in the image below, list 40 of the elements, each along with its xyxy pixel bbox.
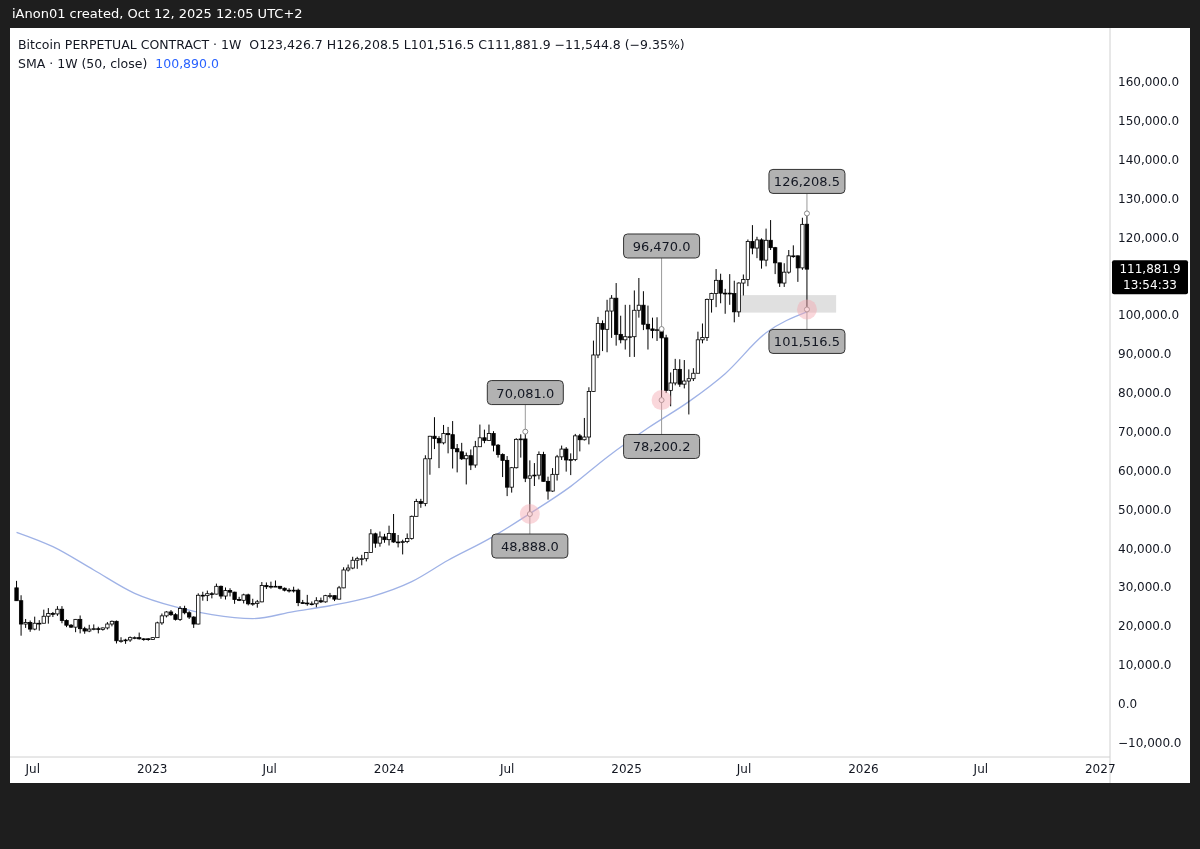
x-tick-label: 2025 [611, 762, 642, 776]
x-tick-label: 2023 [136, 762, 168, 776]
annotation: 101,516.5 [773, 334, 841, 350]
y-tick-label: 150,000.0 [1118, 113, 1180, 128]
annotation: 78,200.2 [632, 439, 691, 455]
y-tick-label: 100,000.0 [1118, 308, 1180, 323]
y-tick-label: 90,000.0 [1118, 347, 1172, 362]
y-tick-label: 50,000.0 [1118, 502, 1172, 517]
text: iAnon01 created, Oct 12, 2025 12:05 UTC+2 [12, 6, 303, 21]
x-tick-label: Jul [498, 762, 515, 776]
y-tick-label: 40,000.0 [1118, 541, 1172, 556]
annotation: 70,081.0 [496, 385, 555, 401]
x-tick-label: 2024 [373, 762, 405, 776]
text: 111,881.9 [1119, 262, 1181, 277]
y-tick-label: 0.0 [1118, 697, 1138, 712]
text: Bitcoin PERPETUAL CONTRACT · 1W [18, 37, 242, 52]
y-tick-label: 80,000.0 [1118, 386, 1172, 401]
y-tick-label: 60,000.0 [1118, 463, 1172, 478]
y-tick-label: 160,000.0 [1118, 75, 1180, 90]
text: SMA · 1W (50, close) [18, 56, 148, 71]
annotation: 100,890.0 [155, 56, 219, 71]
y-tick-label: 130,000.0 [1118, 191, 1180, 206]
x-tick-label: Jul [972, 762, 989, 776]
y-tick-label: 140,000.0 [1118, 152, 1180, 167]
x-tick-label: Jul [735, 762, 752, 776]
y-tick-label: −10,000.0 [1118, 736, 1182, 750]
x-tick-label: Jul [261, 762, 277, 776]
x-tick-label: 2027 [1084, 762, 1116, 776]
y-tick-label: 30,000.0 [1118, 580, 1172, 595]
text: 13:54:33 [1123, 278, 1177, 293]
y-tick-label: 20,000.0 [1118, 619, 1172, 634]
y-tick-label: 120,000.0 [1118, 230, 1180, 245]
annotation: 48,888.0 [500, 539, 559, 555]
annotation: 96,470.0 [632, 239, 691, 254]
y-tick-label: 10,000.0 [1118, 658, 1172, 673]
annotation: 126,208.5 [773, 174, 841, 190]
x-tick-label: Jul [24, 762, 41, 776]
text: O123,426.7 H126,208.5 L101,516.5 C111,881.9 −11,544.8 (−9.35%) [249, 37, 685, 52]
x-tick-label: 2026 [848, 762, 879, 776]
y-tick-label: 70,000.0 [1118, 424, 1172, 439]
